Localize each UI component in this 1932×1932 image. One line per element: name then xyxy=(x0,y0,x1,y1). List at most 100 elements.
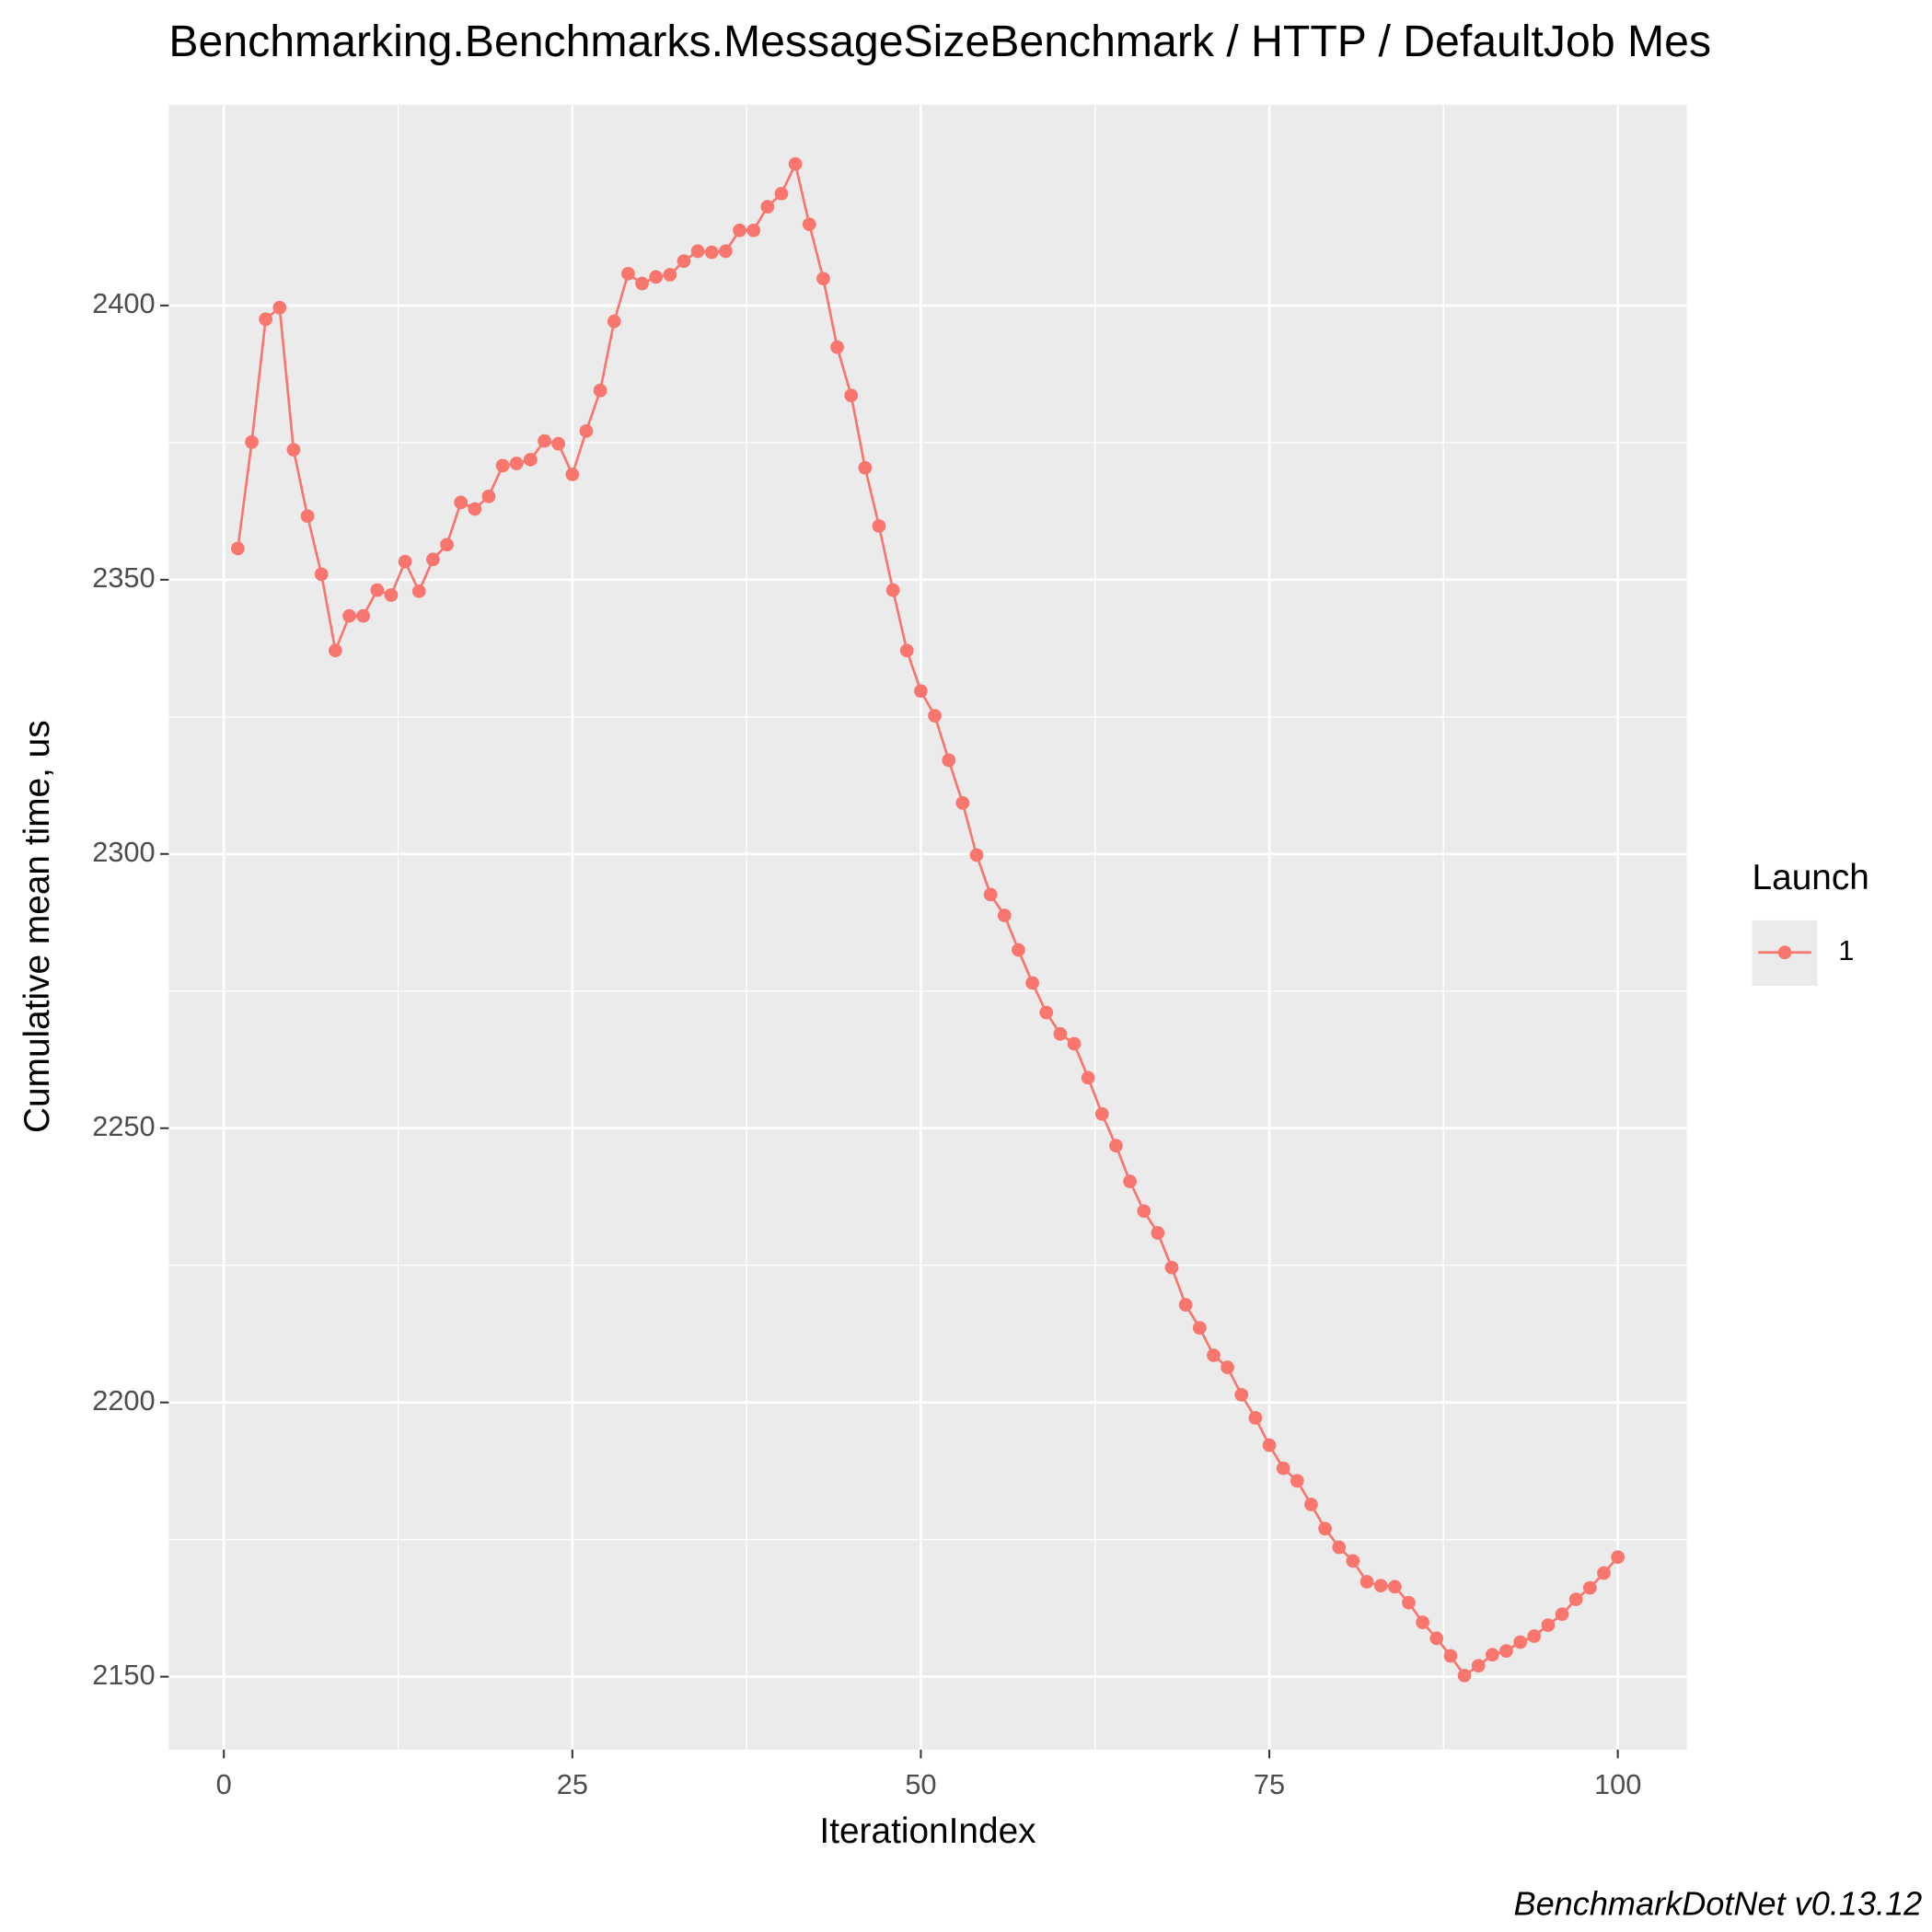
data-point xyxy=(1178,1298,1193,1312)
data-point xyxy=(663,268,677,282)
data-point xyxy=(1499,1644,1513,1658)
data-point xyxy=(830,340,844,354)
data-point xyxy=(1555,1607,1569,1622)
legend-label: 1 xyxy=(1838,934,1854,966)
legend-title: Launch xyxy=(1753,858,1869,897)
data-point xyxy=(329,643,342,658)
data-point xyxy=(245,434,259,449)
data-point xyxy=(370,583,385,597)
data-point xyxy=(1276,1461,1290,1475)
data-point xyxy=(621,266,635,281)
data-point xyxy=(635,276,649,291)
data-point xyxy=(1416,1615,1429,1629)
data-point xyxy=(1582,1580,1597,1595)
data-point xyxy=(788,156,803,171)
data-point xyxy=(1387,1579,1402,1594)
data-point xyxy=(607,314,621,329)
series-line xyxy=(237,160,1619,1678)
chart-title: Benchmarking.Benchmarks.MessageSizeBench… xyxy=(168,17,1711,66)
data-point xyxy=(1012,943,1025,957)
data-point xyxy=(1025,976,1039,990)
plot-panel xyxy=(168,104,1687,1750)
data-point xyxy=(286,443,301,457)
data-point xyxy=(1485,1648,1499,1662)
data-point xyxy=(440,538,454,552)
y-tick-label: 2250 xyxy=(92,1110,155,1142)
x-tick-label: 100 xyxy=(1594,1768,1641,1800)
data-point xyxy=(1332,1540,1347,1555)
data-point xyxy=(1039,1005,1054,1020)
data-point xyxy=(914,684,928,699)
y-tick-label: 2300 xyxy=(92,836,155,868)
data-point xyxy=(802,217,816,232)
x-tick-label: 25 xyxy=(557,1768,588,1800)
data-point xyxy=(1192,1321,1207,1335)
data-point xyxy=(1109,1139,1123,1153)
data-point xyxy=(844,388,859,402)
data-point xyxy=(1151,1226,1165,1240)
data-point xyxy=(551,436,566,451)
data-point xyxy=(1597,1566,1611,1580)
data-point xyxy=(816,272,830,286)
data-point xyxy=(1346,1554,1360,1568)
data-point xyxy=(1402,1595,1416,1610)
data-point xyxy=(1164,1260,1179,1275)
data-point xyxy=(426,552,440,567)
data-point xyxy=(300,509,315,524)
data-point xyxy=(942,753,956,768)
data-point xyxy=(342,608,356,623)
data-point xyxy=(774,186,789,201)
data-point xyxy=(259,312,273,327)
y-tick-label: 2200 xyxy=(92,1384,155,1417)
data-point xyxy=(495,458,510,473)
data-point xyxy=(579,423,594,438)
data-point xyxy=(1568,1592,1583,1606)
data-point xyxy=(230,541,245,556)
data-point xyxy=(1359,1575,1374,1589)
data-point xyxy=(1471,1659,1486,1673)
data-point xyxy=(760,200,775,214)
data-point xyxy=(454,495,469,510)
data-point xyxy=(885,583,900,597)
data-point xyxy=(719,244,733,259)
data-point xyxy=(1611,1550,1625,1565)
x-tick-label: 75 xyxy=(1254,1768,1285,1800)
data-point xyxy=(704,245,719,260)
data-point xyxy=(746,223,761,237)
data-point xyxy=(969,848,984,862)
data-point xyxy=(1207,1348,1221,1362)
data-point xyxy=(1304,1498,1318,1511)
data-point xyxy=(1457,1669,1472,1683)
x-axis-title: IterationIndex xyxy=(819,1811,1035,1851)
data-point xyxy=(872,519,886,533)
data-point xyxy=(1262,1438,1277,1452)
data-point xyxy=(481,489,496,503)
caption: BenchmarkDotNet v0.13.12 xyxy=(1514,1884,1923,1922)
data-point xyxy=(997,908,1012,922)
data-point xyxy=(1123,1174,1137,1188)
data-point xyxy=(272,300,287,315)
data-point xyxy=(565,468,580,481)
data-point xyxy=(1248,1410,1263,1425)
y-tick-label: 2400 xyxy=(92,287,155,319)
data-point xyxy=(468,502,482,516)
data-point xyxy=(899,643,914,658)
data-point xyxy=(1081,1070,1095,1085)
legend-marker xyxy=(1777,945,1792,960)
data-point xyxy=(1067,1036,1082,1051)
data-point xyxy=(983,887,998,902)
data-point xyxy=(1541,1618,1556,1632)
data-point xyxy=(538,434,551,448)
y-axis-title: Cumulative mean time, us xyxy=(17,720,57,1133)
data-point xyxy=(1443,1649,1458,1663)
data-point xyxy=(593,383,607,398)
x-tick-label: 0 xyxy=(216,1768,232,1800)
data-point xyxy=(1318,1521,1332,1536)
data-point xyxy=(1373,1579,1388,1593)
data-point xyxy=(524,452,538,467)
data-point xyxy=(1429,1631,1444,1646)
data-point xyxy=(356,608,371,623)
x-tick-label: 50 xyxy=(905,1768,936,1800)
